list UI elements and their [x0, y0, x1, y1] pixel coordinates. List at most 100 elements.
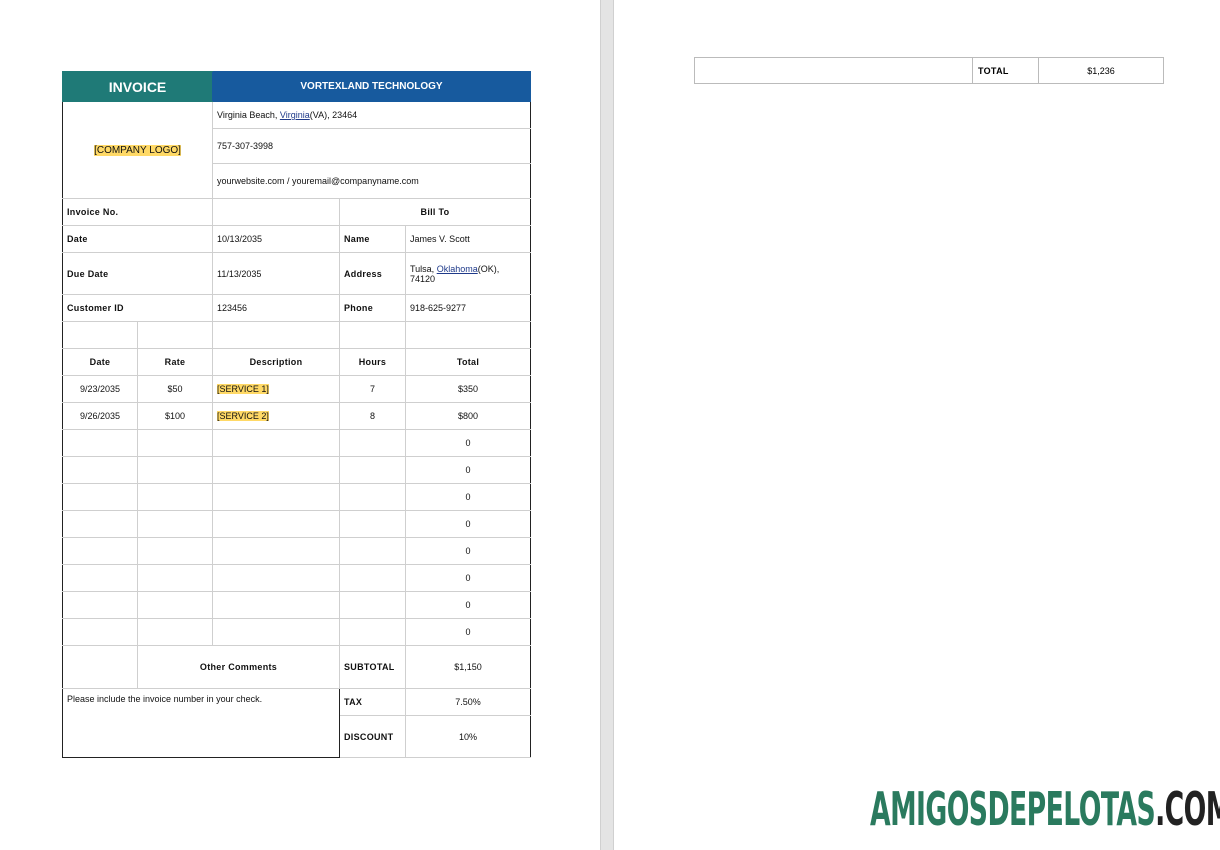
subtotal-label: SUBTOTAL	[339, 645, 406, 689]
item-row: 0	[62, 564, 531, 592]
item-description[interactable]	[212, 537, 340, 565]
item-total[interactable]: 0	[405, 618, 531, 646]
item-hours[interactable]	[339, 618, 406, 646]
customer-id-value[interactable]: 123456	[212, 294, 340, 322]
item-hours[interactable]	[339, 510, 406, 538]
comments-text[interactable]: Please include the invoice number in you…	[62, 688, 340, 758]
item-description[interactable]	[212, 618, 340, 646]
name-label: Name	[339, 225, 406, 253]
item-hours[interactable]	[339, 564, 406, 592]
other-comments-label: Other Comments	[137, 645, 340, 689]
item-rate[interactable]	[137, 510, 213, 538]
invoice-no-value[interactable]	[212, 198, 340, 226]
item-rate[interactable]	[137, 591, 213, 619]
item-rate[interactable]: $100	[137, 402, 213, 430]
item-row: 0	[62, 456, 531, 484]
item-date[interactable]: 9/26/2035	[62, 402, 138, 430]
item-rate[interactable]	[137, 618, 213, 646]
item-date[interactable]	[62, 618, 138, 646]
item-date[interactable]: 9/23/2035	[62, 375, 138, 403]
item-total[interactable]: $350	[405, 375, 531, 403]
item-row: 0	[62, 510, 531, 538]
company-logo-placeholder: [COMPANY LOGO]	[94, 144, 181, 156]
item-row: 0	[62, 429, 531, 457]
item-hours[interactable]: 7	[339, 375, 406, 403]
invoice-title: INVOICE	[62, 71, 213, 102]
item-hours[interactable]	[339, 456, 406, 484]
discount-value[interactable]: 10%	[405, 715, 531, 758]
total-label: TOTAL	[972, 57, 1039, 84]
date-label: Date	[62, 225, 213, 253]
items-header-row: Date Rate Description Hours Total	[62, 348, 531, 376]
page-divider	[600, 0, 614, 850]
item-hours[interactable]	[339, 429, 406, 457]
item-total[interactable]: 0	[405, 429, 531, 457]
item-total[interactable]: 0	[405, 510, 531, 538]
tax-value[interactable]: 7.50%	[405, 688, 531, 716]
item-hours[interactable]	[339, 483, 406, 511]
item-description[interactable]	[212, 483, 340, 511]
invoice-no-label: Invoice No.	[62, 198, 213, 226]
item-hours[interactable]: 8	[339, 402, 406, 430]
item-date[interactable]	[62, 483, 138, 511]
phone-value[interactable]: 918-625-9277	[405, 294, 531, 322]
item-row: 0	[62, 591, 531, 619]
col-header-date: Date	[62, 348, 138, 376]
item-row: 0	[62, 618, 531, 646]
item-rate[interactable]	[137, 429, 213, 457]
service-placeholder: [SERVICE 2]	[217, 411, 269, 421]
company-phone: 757-307-3998	[212, 128, 531, 164]
total-blank	[694, 57, 973, 84]
item-rate[interactable]	[137, 456, 213, 484]
item-rate[interactable]	[137, 483, 213, 511]
item-hours[interactable]	[339, 591, 406, 619]
phone-label: Phone	[339, 294, 406, 322]
item-date[interactable]	[62, 564, 138, 592]
company-address: Virginia Beach, Virginia(VA), 23464	[212, 101, 531, 129]
address-link[interactable]: Oklahoma	[436, 263, 478, 274]
watermark-logo: AMIGOSDEPELOTAS.COM	[870, 782, 1220, 836]
name-value[interactable]: James V. Scott	[405, 225, 531, 253]
discount-label: DISCOUNT	[339, 715, 406, 758]
item-date[interactable]	[62, 537, 138, 565]
item-description[interactable]	[212, 591, 340, 619]
total-value: $1,236	[1038, 57, 1164, 84]
company-logo-cell: [COMPANY LOGO]	[62, 101, 213, 199]
item-row: 9/26/2035 $100 [SERVICE 2] 8 $800	[62, 402, 531, 430]
item-date[interactable]	[62, 429, 138, 457]
item-total[interactable]: 0	[405, 483, 531, 511]
item-description[interactable]: [SERVICE 1]	[212, 375, 340, 403]
due-date-value[interactable]: 11/13/2035	[212, 252, 340, 295]
item-total[interactable]: 0	[405, 456, 531, 484]
item-total[interactable]: 0	[405, 537, 531, 565]
item-date[interactable]	[62, 591, 138, 619]
item-hours[interactable]	[339, 537, 406, 565]
customer-id-label: Customer ID	[62, 294, 213, 322]
item-rate[interactable]	[137, 537, 213, 565]
col-header-rate: Rate	[137, 348, 213, 376]
item-total[interactable]: $800	[405, 402, 531, 430]
subtotal-value: $1,150	[405, 645, 531, 689]
item-rate[interactable]: $50	[137, 375, 213, 403]
item-description[interactable]: [SERVICE 2]	[212, 402, 340, 430]
total-table: TOTAL $1,236	[694, 57, 1164, 84]
item-description[interactable]	[212, 456, 340, 484]
item-description[interactable]	[212, 510, 340, 538]
date-value[interactable]: 10/13/2035	[212, 225, 340, 253]
col-header-description: Description	[212, 348, 340, 376]
company-web: yourwebsite.com / youremail@companyname.…	[212, 163, 531, 199]
due-date-label: Due Date	[62, 252, 213, 295]
item-total[interactable]: 0	[405, 564, 531, 592]
item-description[interactable]	[212, 429, 340, 457]
company-name: VORTEXLAND TECHNOLOGY	[212, 71, 531, 102]
col-header-total: Total	[405, 348, 531, 376]
item-date[interactable]	[62, 456, 138, 484]
address-link[interactable]: Virginia	[279, 110, 310, 120]
tax-label: TAX	[339, 688, 406, 716]
address-value[interactable]: Tulsa, Oklahoma(OK), 74120	[405, 252, 531, 295]
col-header-hours: Hours	[339, 348, 406, 376]
item-description[interactable]	[212, 564, 340, 592]
item-total[interactable]: 0	[405, 591, 531, 619]
item-rate[interactable]	[137, 564, 213, 592]
item-date[interactable]	[62, 510, 138, 538]
